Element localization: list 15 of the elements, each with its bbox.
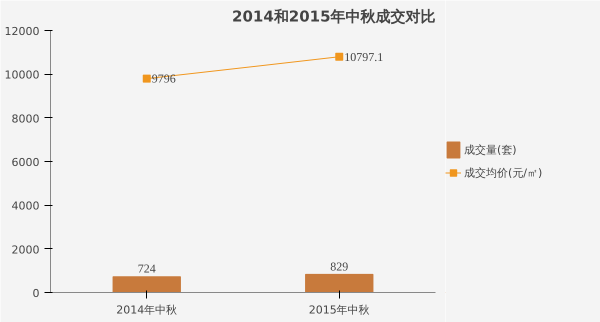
y-tick-label: 8000 [12, 112, 40, 126]
y-tick-label: 0 [32, 287, 40, 300]
data-label: 724 [138, 262, 156, 276]
y-tick-label: 6000 [12, 156, 40, 169]
y-tick-label: 12000 [4, 25, 40, 38]
chart-title: 2014和2015年中秋成交对比 [232, 8, 436, 26]
y-tick-label: 2000 [12, 243, 40, 256]
x-tick-label: 2015年中秋 [308, 304, 370, 316]
x-tick-label: 2014年中秋 [116, 304, 178, 316]
y-tick-label: 4000 [12, 200, 40, 213]
data-label: 10797.1 [344, 50, 384, 64]
legend-label: 成交量(套) [464, 142, 517, 157]
data-label: 829 [330, 259, 348, 274]
y-tick-label: 10000 [4, 68, 40, 82]
legend-label: 成交均价(元/㎡) [464, 165, 542, 180]
